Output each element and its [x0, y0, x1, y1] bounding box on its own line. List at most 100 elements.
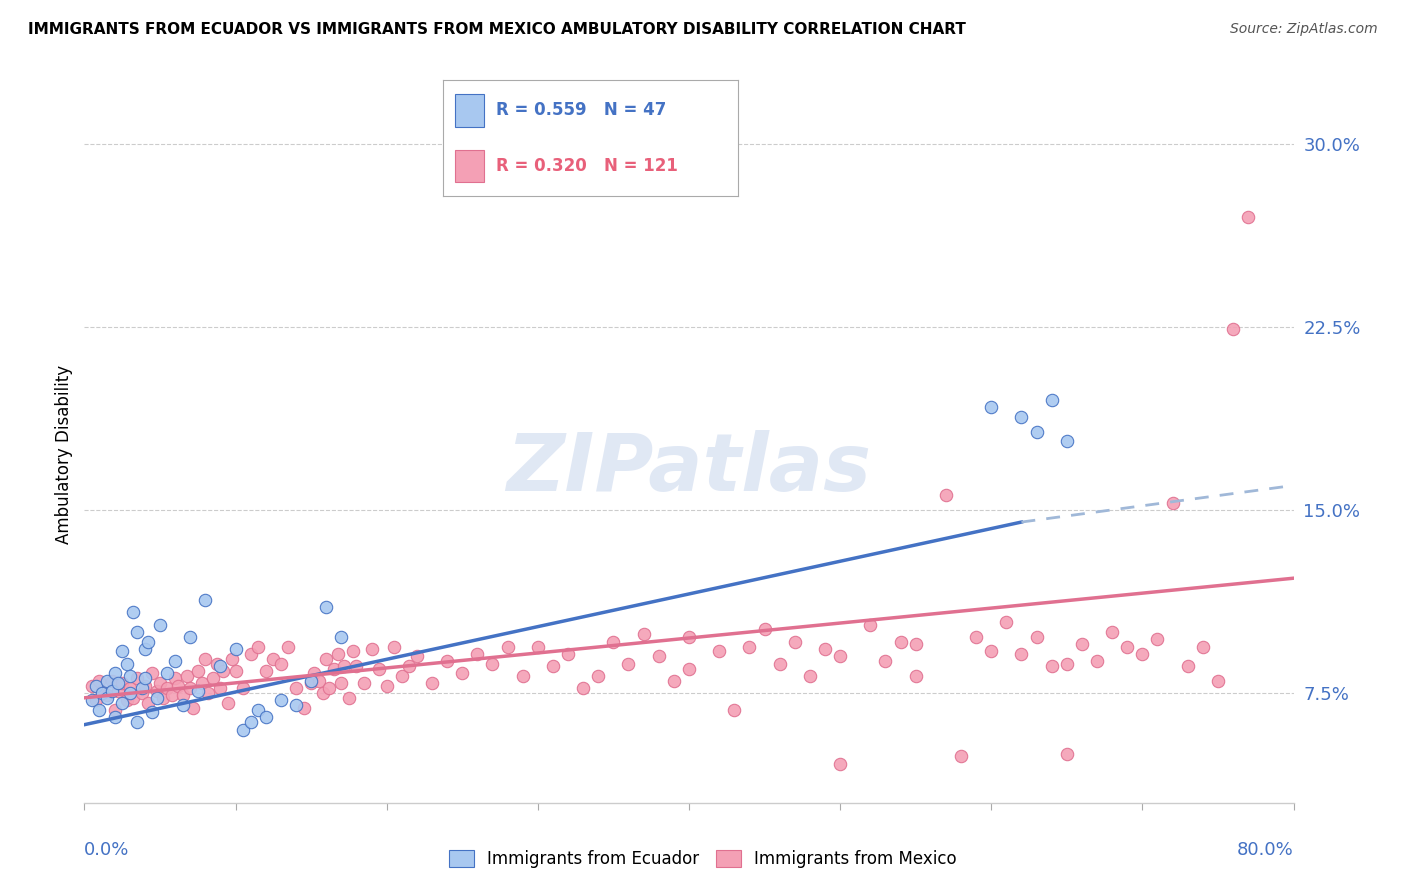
- Point: [217, 696, 239, 710]
- Point: [588, 669, 610, 683]
- Text: ZIPatlas: ZIPatlas: [506, 430, 872, 508]
- Point: [176, 669, 198, 683]
- Point: [172, 689, 194, 703]
- Point: [181, 700, 204, 714]
- Point: [131, 686, 153, 700]
- Point: [89, 703, 111, 717]
- Point: [187, 683, 209, 698]
- Point: [96, 673, 118, 688]
- Point: [830, 756, 852, 771]
- Point: [451, 666, 474, 681]
- Point: [146, 683, 169, 698]
- Point: [167, 679, 190, 693]
- Point: [1191, 640, 1213, 654]
- Point: [633, 627, 655, 641]
- Bar: [454, 150, 484, 182]
- Point: [225, 642, 247, 657]
- Point: [814, 642, 837, 657]
- Point: [254, 710, 277, 724]
- Point: [80, 679, 103, 693]
- Point: [1071, 637, 1094, 651]
- Point: [247, 640, 270, 654]
- Point: [541, 659, 564, 673]
- Point: [209, 681, 232, 695]
- Point: [1161, 495, 1184, 509]
- Point: [769, 657, 792, 671]
- Point: [149, 617, 172, 632]
- Point: [783, 634, 806, 648]
- Point: [107, 676, 129, 690]
- Point: [965, 630, 987, 644]
- Point: [111, 644, 134, 658]
- Point: [342, 644, 364, 658]
- Point: [572, 681, 595, 695]
- Point: [134, 679, 156, 693]
- Point: [375, 679, 398, 693]
- Point: [111, 696, 134, 710]
- Point: [160, 689, 183, 703]
- Point: [391, 669, 413, 683]
- Point: [1056, 747, 1078, 761]
- Point: [100, 673, 122, 688]
- Text: IMMIGRANTS FROM ECUADOR VS IMMIGRANTS FROM MEXICO AMBULATORY DISABILITY CORRELAT: IMMIGRANTS FROM ECUADOR VS IMMIGRANTS FR…: [28, 22, 966, 37]
- Point: [1040, 659, 1063, 673]
- Point: [141, 666, 163, 681]
- Point: [1056, 434, 1078, 449]
- Point: [830, 649, 852, 664]
- Point: [315, 600, 337, 615]
- Point: [398, 659, 420, 673]
- Point: [436, 654, 458, 668]
- Point: [315, 652, 337, 666]
- Point: [141, 706, 163, 720]
- Point: [209, 659, 232, 673]
- Point: [191, 676, 214, 690]
- Point: [299, 676, 322, 690]
- Point: [163, 654, 186, 668]
- Point: [89, 673, 111, 688]
- Point: [678, 661, 700, 675]
- Point: [662, 673, 685, 688]
- Point: [232, 723, 254, 737]
- Point: [496, 640, 519, 654]
- Point: [292, 700, 315, 714]
- Text: 80.0%: 80.0%: [1237, 841, 1294, 859]
- Point: [207, 657, 229, 671]
- Point: [723, 703, 745, 717]
- Point: [127, 715, 149, 730]
- Point: [526, 640, 548, 654]
- Point: [1010, 410, 1032, 425]
- Point: [617, 657, 640, 671]
- Point: [322, 661, 344, 675]
- Point: [980, 644, 1002, 658]
- Point: [131, 681, 153, 695]
- Point: [1025, 630, 1047, 644]
- Point: [232, 681, 254, 695]
- Point: [904, 669, 927, 683]
- Point: [172, 698, 194, 713]
- Point: [134, 671, 156, 685]
- Point: [134, 642, 156, 657]
- Point: [1056, 657, 1078, 671]
- Point: [156, 681, 179, 695]
- Point: [950, 749, 973, 764]
- Point: [360, 642, 382, 657]
- Point: [96, 689, 118, 703]
- Point: [1177, 659, 1199, 673]
- Point: [146, 690, 169, 705]
- Point: [980, 401, 1002, 415]
- Point: [738, 640, 761, 654]
- Point: [136, 634, 159, 648]
- Point: [890, 634, 912, 648]
- Point: [904, 637, 927, 651]
- Point: [149, 676, 172, 690]
- Point: [187, 664, 209, 678]
- Point: [115, 693, 138, 707]
- Point: [754, 623, 776, 637]
- Point: [86, 693, 108, 707]
- Point: [1222, 322, 1244, 336]
- Point: [262, 652, 284, 666]
- Point: [277, 640, 299, 654]
- Point: [1206, 673, 1229, 688]
- Point: [382, 640, 405, 654]
- Point: [647, 649, 671, 664]
